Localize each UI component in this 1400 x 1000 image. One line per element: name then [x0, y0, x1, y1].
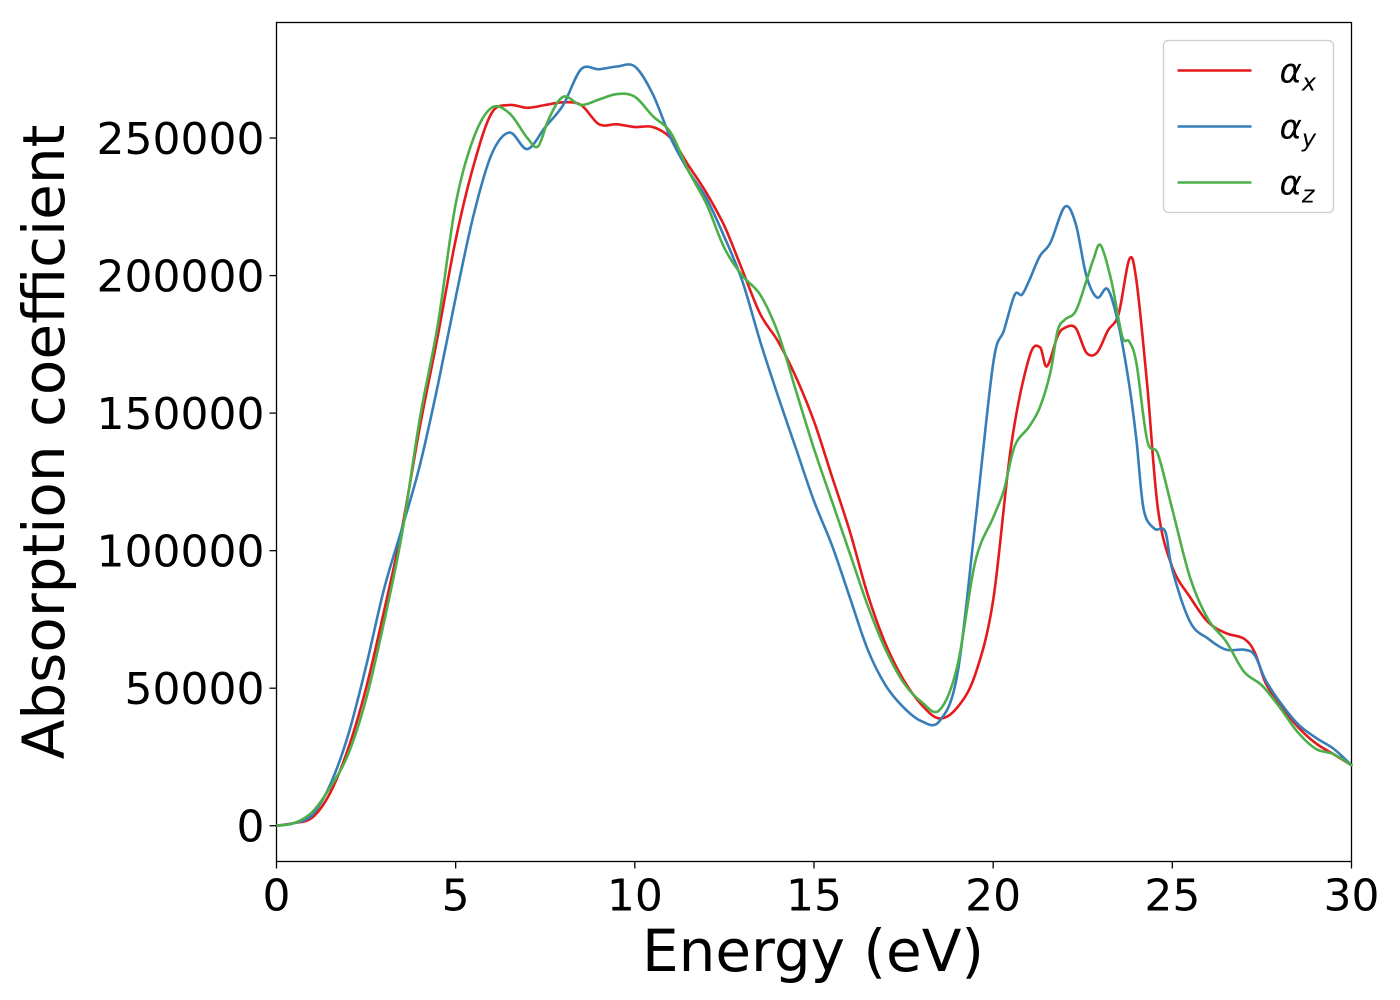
x-tick-label: 25: [1144, 871, 1200, 922]
y-tick-label: 100000: [97, 527, 265, 578]
legend-label-y: αy: [1280, 108, 1317, 153]
y-tick-label: 50000: [125, 664, 265, 715]
x-axis: 0 5 10 15 20 25 30: [263, 861, 1380, 922]
y-tick-label: 250000: [97, 114, 265, 165]
legend: αx αy αz: [1162, 39, 1335, 214]
x-axis-title: Energy (eV): [642, 917, 984, 985]
y-axis-title: Absorption coefficient: [10, 125, 78, 760]
series-line-y: [275, 63, 1353, 828]
legend-label-z: αz: [1280, 164, 1316, 209]
y-tick-label: 0: [237, 802, 265, 853]
series-line-x: [275, 100, 1353, 828]
series-layer: [275, 63, 1353, 828]
x-tick-label: 10: [607, 871, 663, 922]
x-tick-label: 0: [263, 871, 291, 922]
x-tick-label: 5: [442, 871, 470, 922]
series-line-z: [275, 92, 1353, 828]
y-axis: 0 50000 100000 150000 200000 250000: [97, 114, 277, 853]
x-tick-label: 15: [786, 871, 842, 922]
y-tick-label: 200000: [97, 252, 265, 303]
legend-label-x: αx: [1280, 52, 1317, 97]
x-tick-label: 30: [1324, 871, 1380, 922]
y-tick-label: 150000: [97, 389, 265, 440]
x-tick-label: 20: [965, 871, 1021, 922]
